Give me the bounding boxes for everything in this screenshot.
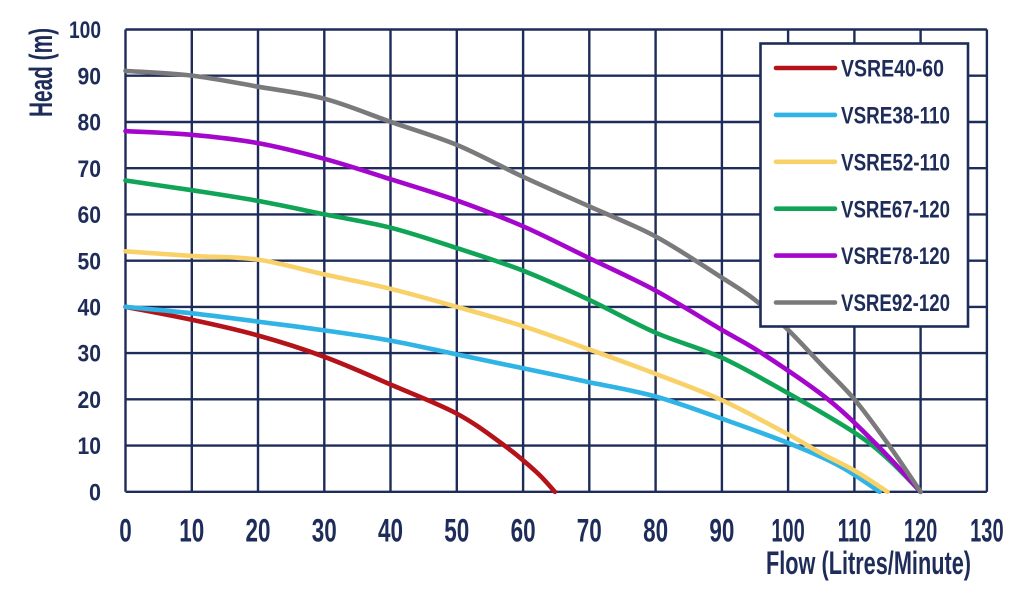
svg-text:80: 80	[643, 513, 668, 549]
svg-text:VSRE38-110: VSRE38-110	[841, 103, 950, 130]
svg-text:20: 20	[78, 387, 102, 414]
svg-text:90: 90	[709, 513, 734, 549]
svg-text:110: 110	[838, 513, 872, 549]
svg-text:20: 20	[246, 513, 271, 549]
svg-text:90: 90	[78, 63, 102, 90]
svg-text:VSRE40-60: VSRE40-60	[841, 56, 944, 83]
svg-text:0: 0	[119, 513, 132, 549]
svg-text:10: 10	[179, 513, 204, 549]
svg-text:50: 50	[78, 248, 102, 275]
svg-text:130: 130	[970, 513, 1004, 549]
svg-text:10: 10	[78, 433, 102, 460]
svg-text:70: 70	[577, 513, 602, 549]
svg-text:100: 100	[69, 17, 101, 44]
svg-text:Head (m): Head (m)	[23, 28, 59, 117]
svg-text:40: 40	[378, 513, 403, 549]
svg-text:60: 60	[511, 513, 536, 549]
svg-text:Flow (Litres/Minute): Flow (Litres/Minute)	[766, 545, 971, 581]
svg-text:80: 80	[78, 110, 102, 137]
svg-text:0: 0	[89, 479, 101, 506]
svg-text:VSRE52-110: VSRE52-110	[841, 149, 950, 176]
svg-text:30: 30	[312, 513, 337, 549]
svg-text:VSRE78-120: VSRE78-120	[841, 243, 950, 270]
svg-text:60: 60	[78, 202, 102, 229]
svg-text:VSRE92-120: VSRE92-120	[841, 290, 950, 317]
svg-text:VSRE67-120: VSRE67-120	[841, 196, 950, 223]
svg-text:40: 40	[78, 295, 102, 322]
svg-text:100: 100	[771, 513, 805, 549]
svg-text:30: 30	[78, 341, 102, 368]
svg-text:70: 70	[78, 156, 102, 183]
svg-text:50: 50	[444, 513, 469, 549]
svg-text:120: 120	[904, 513, 938, 549]
